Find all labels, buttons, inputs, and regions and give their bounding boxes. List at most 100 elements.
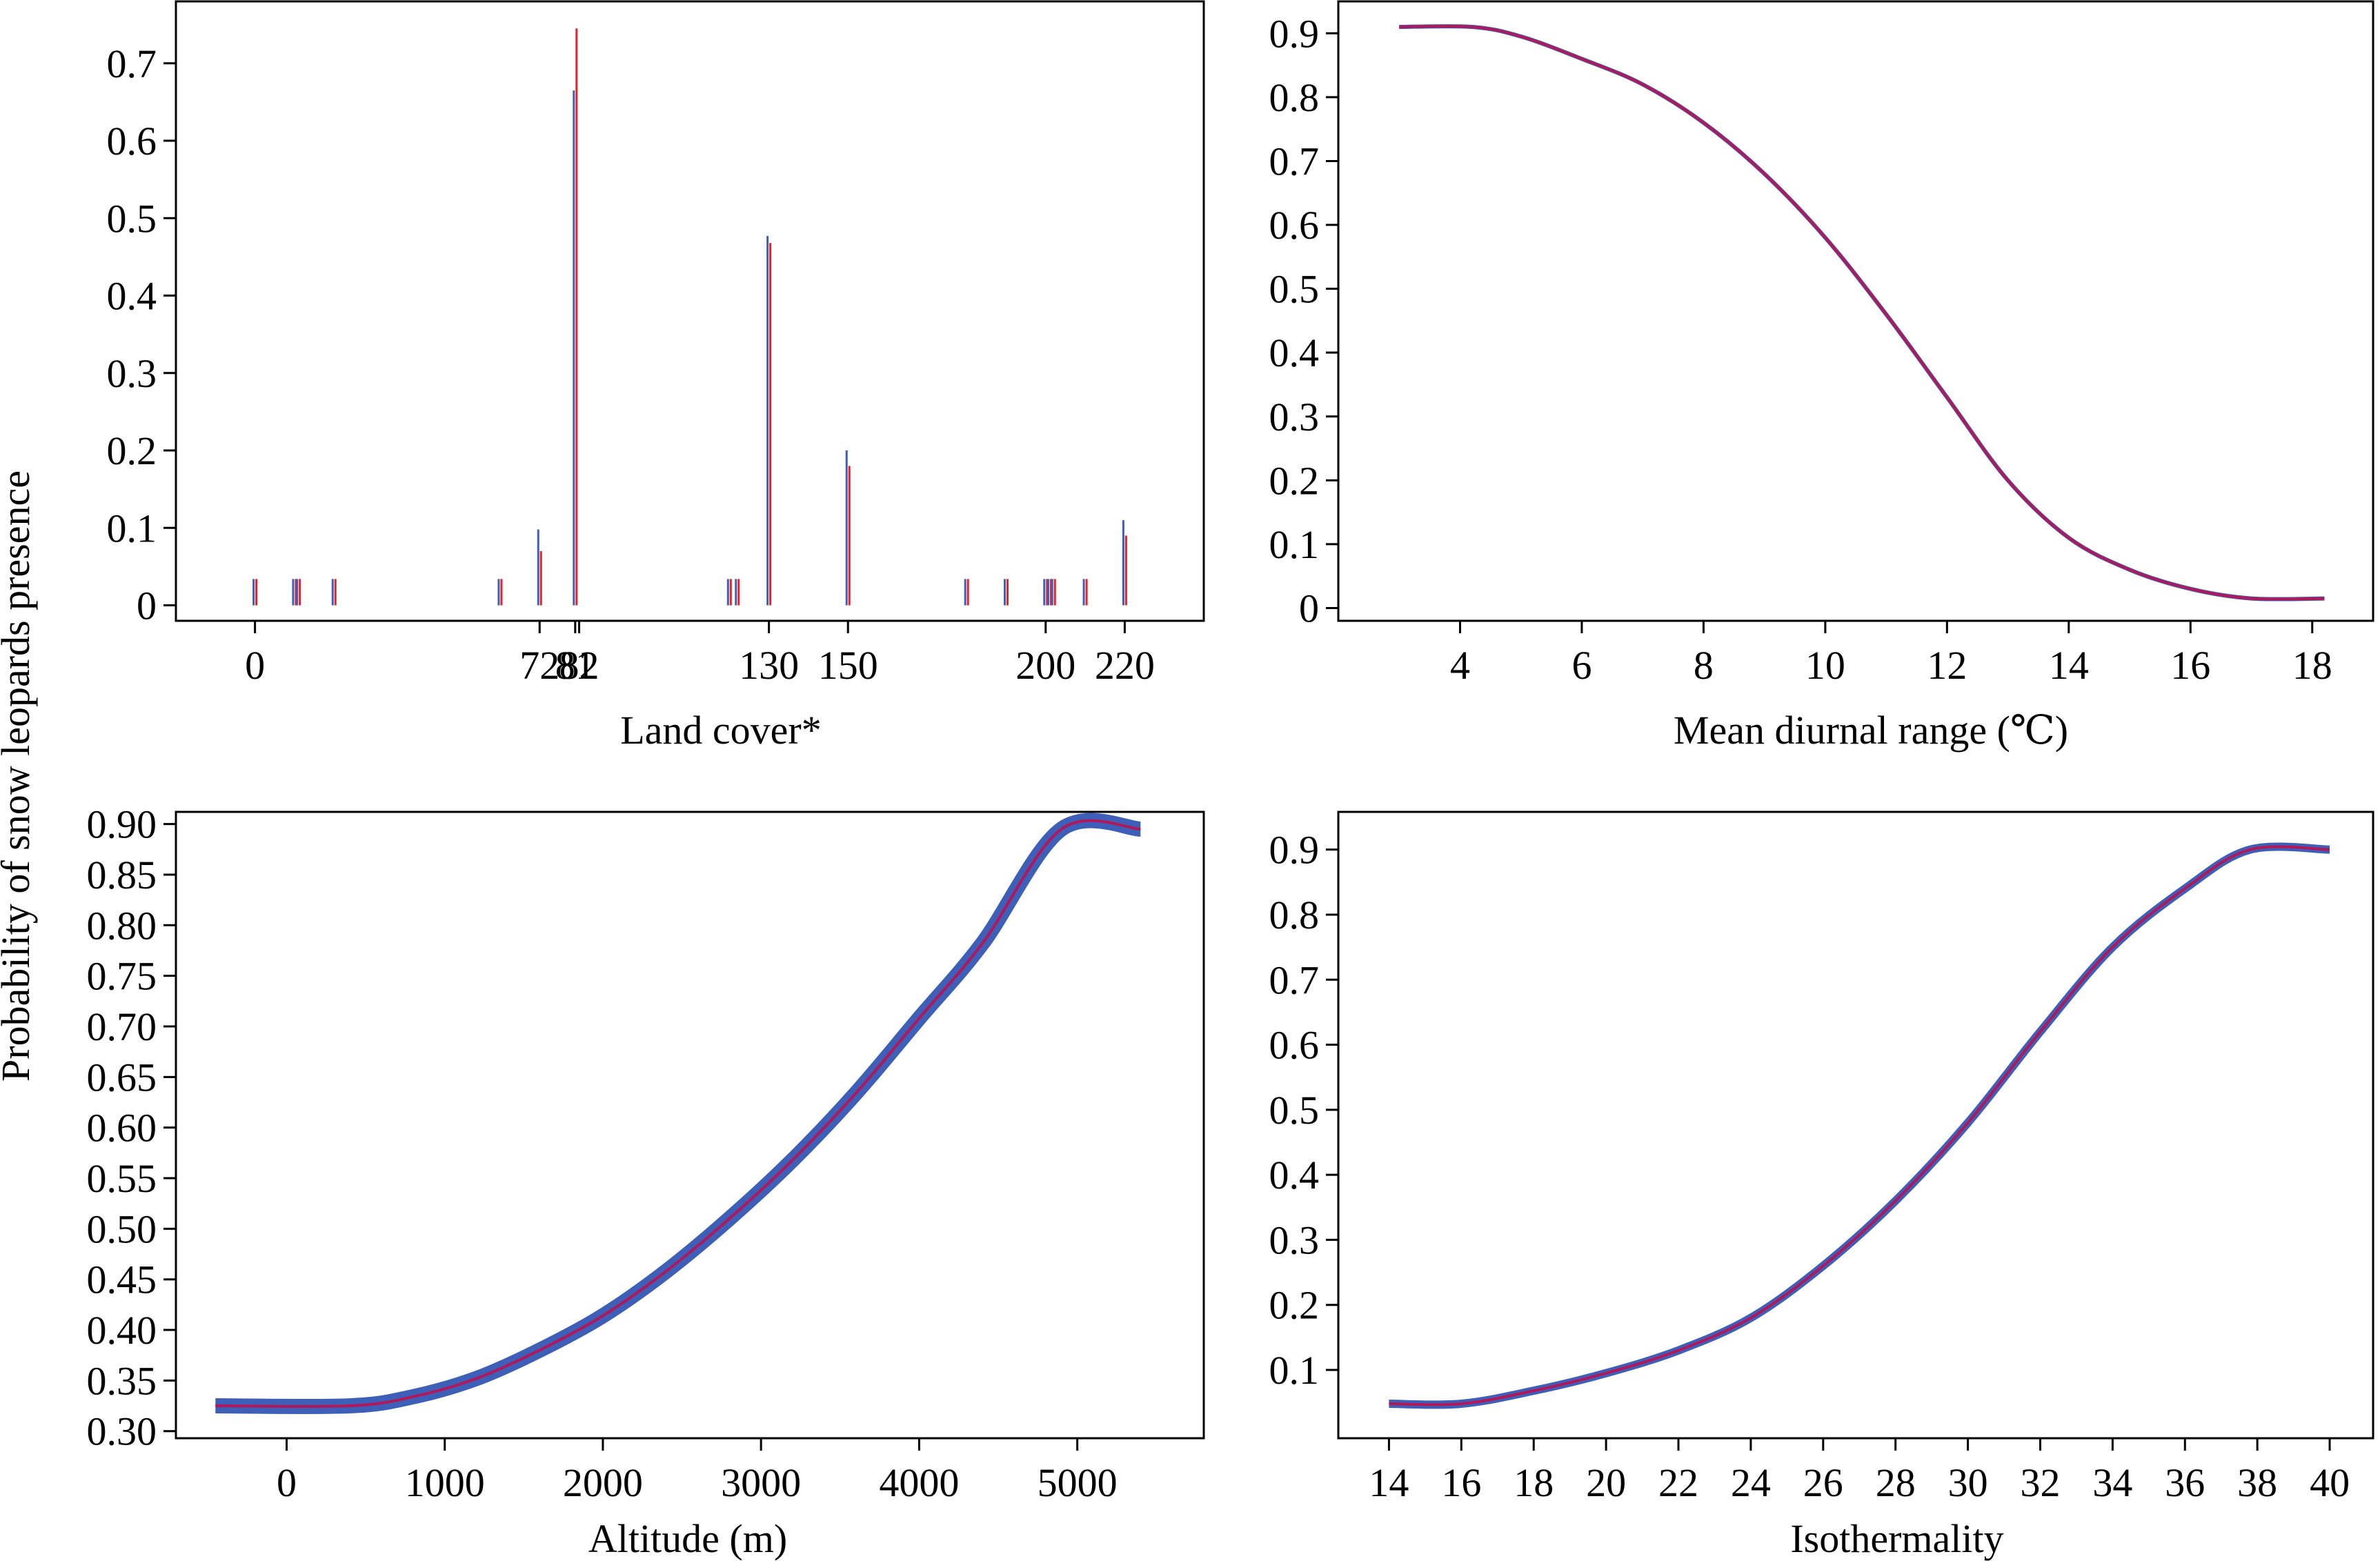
- y-tick-label: 0.8: [1269, 75, 1320, 120]
- response-curve: [215, 819, 1141, 1409]
- x-tick-label: 0: [277, 1460, 297, 1505]
- x-tick-label: 2000: [563, 1460, 643, 1505]
- altitude-plot-frame: [175, 811, 1205, 1440]
- y-tick-label: 0.7: [1269, 957, 1320, 1002]
- isothermality-xlabel: Isothermality: [1790, 1516, 2003, 1561]
- y-tick-label: 0.7: [107, 41, 157, 86]
- y-tick-label: 0.60: [87, 1106, 157, 1151]
- land-cover-plot-frame: [175, 0, 1205, 622]
- y-tick-label: 0.1: [107, 506, 157, 550]
- y-tick-label: 0.1: [1269, 1348, 1320, 1393]
- x-tick-label: 200: [1015, 643, 1075, 688]
- y-tick-label: 0.9: [1269, 11, 1320, 56]
- y-tick-label: 0.7: [1269, 139, 1320, 183]
- isothermality-panel: 0.1 0.2 0.3 0.4 0.5 0.6 0.7 0.8 0.9 14 16 18 20 22 24 2…: [1269, 811, 2374, 1561]
- x-tick-label: 30: [1948, 1460, 1988, 1505]
- isothermality-ticks: 0.1 0.2 0.3 0.4 0.5 0.6 0.7 0.8 0.9 14 16 18 20 22 24 2…: [1269, 828, 2350, 1505]
- x-tick-label: 12: [1927, 643, 1967, 688]
- x-tick-label: 36: [2165, 1460, 2205, 1505]
- x-tick-label: 5000: [1038, 1460, 1118, 1505]
- x-tick-label: 1000: [405, 1460, 485, 1505]
- x-tick-label: 16: [1441, 1460, 1481, 1505]
- y-tick-label: 0.5: [107, 196, 157, 241]
- x-tick-label: 4000: [879, 1460, 959, 1505]
- y-tick-label: 0.5: [1269, 1088, 1320, 1133]
- x-tick-label: 24: [1731, 1460, 1771, 1505]
- y-tick-label: 0.65: [87, 1055, 157, 1100]
- y-tick-label: 0.55: [87, 1156, 157, 1201]
- y-tick-label: 0.6: [1269, 1023, 1320, 1068]
- x-tick-label: 34: [2092, 1460, 2132, 1505]
- mean-diurnal-range-xlabel: Mean diurnal range (℃): [1674, 708, 2068, 753]
- y-tick-label: 0.40: [87, 1308, 157, 1353]
- altitude-panel: 0.30 0.35 0.40 0.45 0.50 0.55 0.60 0.65 0.70 0.75…: [87, 802, 1205, 1561]
- x-tick-label: 22: [1658, 1460, 1698, 1505]
- y-tick-label: 0.70: [87, 1004, 157, 1049]
- x-tick-label: 72: [519, 643, 559, 688]
- y-tick-label: 0.3: [107, 351, 157, 396]
- mean-diurnal-range-curve: [1399, 24, 2325, 601]
- y-tick-label: 0.3: [1269, 395, 1320, 439]
- altitude-curve: [215, 813, 1142, 1415]
- land-cover-bars: [252, 28, 1127, 606]
- x-tick-label: 38: [2237, 1460, 2277, 1505]
- y-tick-label: 0.9: [1269, 828, 1320, 873]
- altitude-xlabel: Altitude (m): [588, 1516, 787, 1561]
- y-tick-label: 0.1: [1269, 522, 1320, 567]
- x-tick-label: 18: [2292, 643, 2332, 688]
- y-tick-label: 0.2: [107, 428, 157, 473]
- x-tick-label: 28: [1876, 1460, 1916, 1505]
- y-tick-label: 0.2: [1269, 1283, 1320, 1328]
- land-cover-xlabel: Land cover*: [620, 708, 821, 753]
- x-tick-label: 130: [739, 643, 799, 688]
- y-tick-label: 0.85: [87, 853, 157, 897]
- altitude-ticks: 0.30 0.35 0.40 0.45 0.50 0.55 0.60 0.65 0.70 0.75…: [87, 802, 1118, 1505]
- y-tick-label: 0: [1299, 586, 1319, 630]
- x-tick-label: 16: [2170, 643, 2210, 688]
- mean-diurnal-range-panel: 0 0.1 0.2 0.3 0.4 0.5 0.6 0.7 0.8 0.9 4 6 8 10 12 14 16 1…: [1269, 0, 2374, 753]
- x-tick-label: 3000: [721, 1460, 801, 1505]
- mean-diurnal-range-plot-frame: [1337, 0, 2374, 622]
- x-tick-label: 4: [1450, 643, 1470, 688]
- y-tick-label: 0.8: [1269, 893, 1320, 937]
- x-tick-label: 10: [1805, 643, 1845, 688]
- x-tick-label: 40: [2310, 1460, 2350, 1505]
- isothermality-plot-frame: [1337, 811, 2374, 1440]
- x-tick-label: 32: [2020, 1460, 2060, 1505]
- y-tick-label: 0.5: [1269, 267, 1320, 312]
- x-tick-label: 26: [1803, 1460, 1843, 1505]
- x-tick-label: 0: [245, 643, 265, 688]
- y-tick-label: 0.30: [87, 1409, 157, 1454]
- x-tick-label: 14: [2049, 643, 2089, 688]
- y-tick-label: 0.50: [87, 1206, 157, 1251]
- x-tick-label: 150: [818, 643, 878, 688]
- isothermality-curve: [1389, 842, 2330, 1409]
- y-tick-label: 0.4: [1269, 1153, 1320, 1197]
- y-tick-label: 0.75: [87, 954, 157, 999]
- response-curve: [1389, 845, 2330, 1406]
- x-tick-label: 220: [1095, 643, 1155, 688]
- x-tick-label: 14: [1369, 1460, 1409, 1505]
- x-tick-label: 8: [1694, 643, 1714, 688]
- y-tick-label: 0.45: [87, 1257, 157, 1302]
- y-tick-label: 0.2: [1269, 458, 1320, 503]
- y-tick-label: 0.6: [107, 119, 157, 163]
- x-tick-label: 6: [1571, 643, 1591, 688]
- x-tick-label: 82: [559, 643, 599, 688]
- y-tick-label: 0.80: [87, 903, 157, 948]
- x-tick-label: 20: [1586, 1460, 1626, 1505]
- shared-ylabel: Probability of snow leopards presence: [0, 470, 38, 1082]
- response-curve: [1399, 25, 2325, 601]
- y-tick-label: 0.3: [1269, 1217, 1320, 1262]
- mean-diurnal-range-ticks: 0 0.1 0.2 0.3 0.4 0.5 0.6 0.7 0.8 0.9 4 6 8 10 12 14 16 1…: [1269, 11, 2332, 688]
- x-tick-label: 81: [555, 643, 595, 688]
- y-tick-label: 0: [137, 584, 157, 628]
- y-tick-label: 0.6: [1269, 203, 1320, 248]
- y-tick-label: 0.90: [87, 802, 157, 847]
- x-tick-label: 18: [1514, 1460, 1554, 1505]
- y-tick-label: 0.4: [107, 274, 157, 319]
